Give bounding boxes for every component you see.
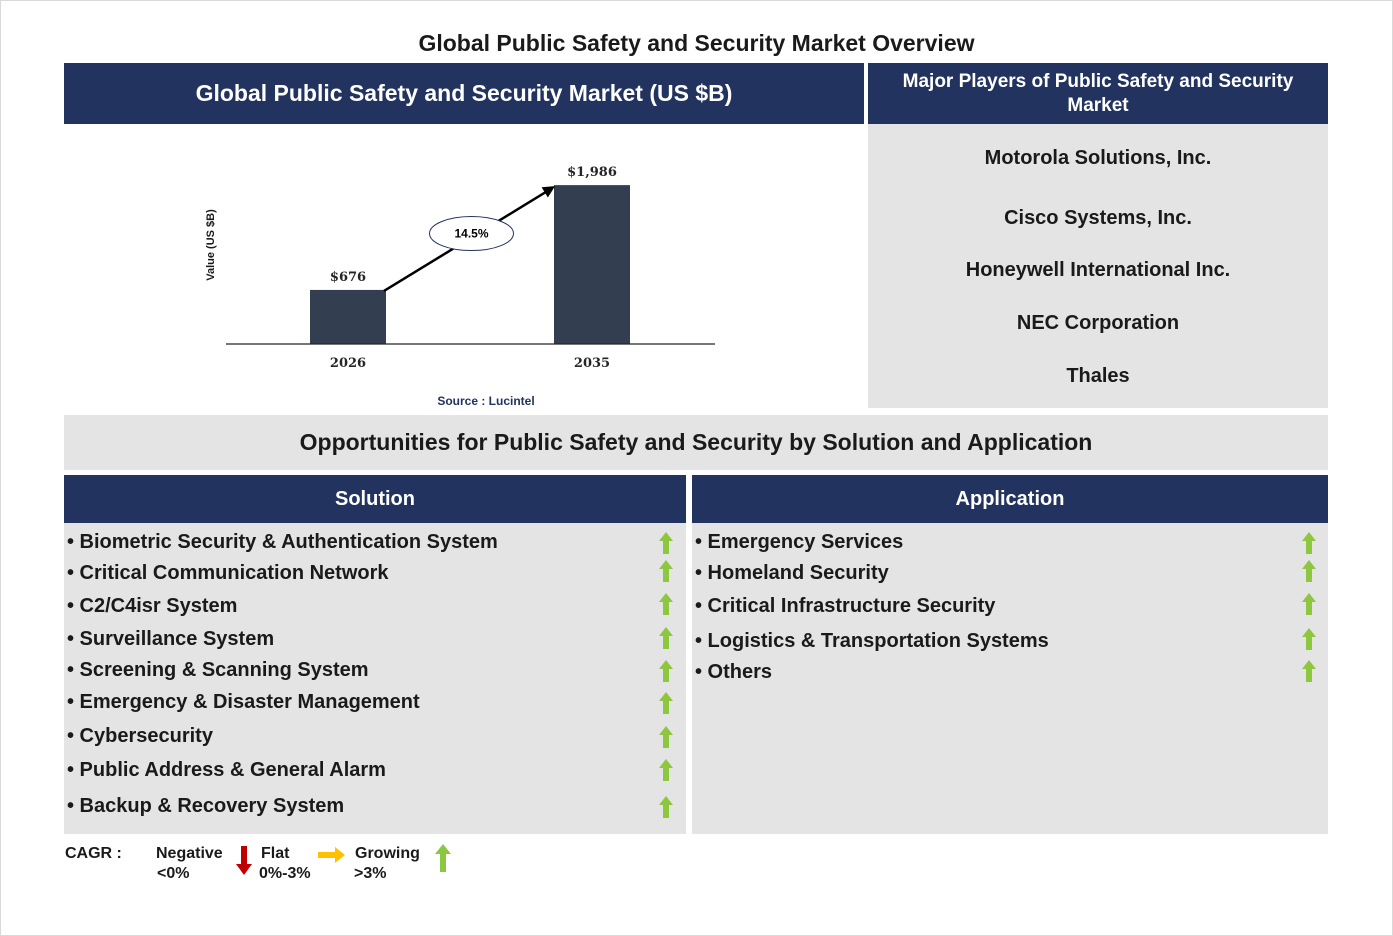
solution-item: • Public Address & General Alarm — [67, 759, 386, 781]
up-arrow-icon — [1302, 532, 1316, 554]
solution-item: • Screening & Scanning System — [67, 659, 369, 681]
x-tick-label: 2026 — [330, 356, 366, 371]
application-item: • Critical Infrastructure Security — [695, 595, 996, 617]
up-arrow-icon — [659, 560, 673, 582]
up-arrow-icon — [659, 532, 673, 554]
players-panel-header: Major Players of Public Safety and Secur… — [868, 63, 1328, 124]
right-arrow-icon — [318, 847, 345, 863]
player-item: NEC Corporation — [1016, 312, 1180, 334]
up-arrow-icon — [659, 796, 673, 818]
solution-panel — [64, 523, 686, 834]
solution-item: • Surveillance System — [67, 628, 275, 650]
player-item: Cisco Systems, Inc. — [1004, 207, 1192, 229]
application-header: Application — [692, 475, 1328, 523]
player-item: Motorola Solutions, Inc. — [984, 147, 1212, 169]
legend-negative-range: <0% — [157, 865, 190, 882]
legend-flat-label: Flat — [261, 845, 290, 862]
bar — [554, 185, 630, 344]
up-arrow-icon — [659, 627, 673, 649]
up-arrow-icon — [659, 692, 673, 714]
cagr-bubble — [429, 216, 514, 252]
legend-flat-range: 0%-3% — [259, 865, 311, 882]
cagr-arrow-head — [541, 186, 555, 198]
up-arrow-icon — [1302, 628, 1316, 650]
up-arrow-icon — [659, 660, 673, 682]
solution-item: • Cybersecurity — [67, 725, 213, 747]
up-arrow-icon — [1302, 593, 1316, 615]
application-item: • Others — [695, 661, 773, 683]
chart-source: Source : Lucintel — [437, 394, 534, 408]
chart-panel-header: Global Public Safety and Security Market… — [64, 63, 864, 124]
bar-value-label: $1,986 — [567, 165, 617, 180]
up-arrow-icon — [1302, 660, 1316, 682]
bar — [310, 289, 386, 344]
player-item: Thales — [1066, 365, 1130, 387]
application-panel — [692, 523, 1328, 834]
up-arrow-icon — [659, 726, 673, 748]
application-item: • Homeland Security — [695, 562, 889, 584]
x-tick-label: 2035 — [574, 356, 610, 371]
bar-value-label: $676 — [330, 270, 366, 285]
application-item: • Emergency Services — [695, 531, 904, 553]
legend-growing-range: >3% — [354, 865, 387, 882]
solution-item: • Emergency & Disaster Management — [67, 691, 420, 713]
page-title: Global Public Safety and Security Market… — [418, 30, 975, 56]
legend-negative-label: Negative — [156, 845, 223, 862]
solution-item: • Backup & Recovery System — [67, 795, 345, 817]
up-arrow-icon — [1302, 560, 1316, 582]
legend-cagr-label: CAGR : — [65, 845, 122, 862]
up-arrow-icon — [435, 844, 451, 872]
solution-item: • C2/C4isr System — [67, 595, 238, 617]
y-axis-label: Value (US $B) — [205, 209, 217, 281]
application-item: • Logistics & Transportation Systems — [695, 630, 1049, 652]
solution-item: • Biometric Security & Authentication Sy… — [67, 531, 498, 553]
player-item: Honeywell International Inc. — [965, 259, 1231, 281]
up-arrow-icon — [659, 593, 673, 615]
down-arrow-icon — [236, 846, 252, 875]
market-bar-chart: Value (US $B) $676 2026 $1,986 2035 14.5% Sou… — [205, 165, 715, 408]
up-arrow-icon — [659, 759, 673, 781]
solution-header: Solution — [64, 475, 686, 523]
solution-item: • Critical Communication Network — [67, 562, 389, 584]
opportunities-banner: Opportunities for Public Safety and Secu… — [64, 415, 1328, 470]
cagr-label: 14.5% — [454, 227, 488, 241]
players-panel: Motorola Solutions, Inc. Cisco Systems, … — [868, 124, 1328, 408]
legend-growing-label: Growing — [355, 845, 420, 862]
